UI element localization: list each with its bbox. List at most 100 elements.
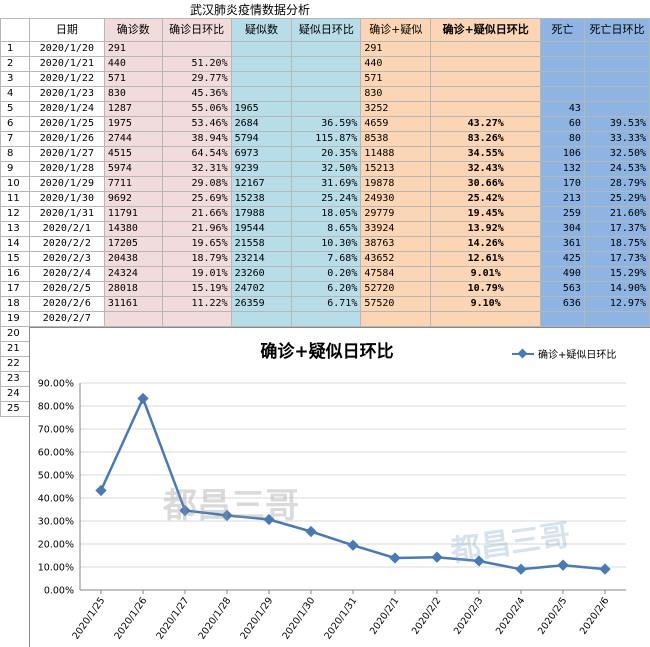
table-cell[interactable]: 32.43% xyxy=(430,161,542,177)
table-cell[interactable]: 2020/1/23 xyxy=(28,86,105,102)
table-cell[interactable]: 28.79% xyxy=(583,176,650,192)
table-cell[interactable] xyxy=(291,41,362,57)
table-cell[interactable]: 28018 xyxy=(103,281,163,297)
table-cell[interactable]: 7711 xyxy=(103,176,163,192)
table-cell[interactable]: 17.73% xyxy=(583,251,650,267)
table-cell[interactable] xyxy=(291,56,362,72)
row-number[interactable]: 19 xyxy=(0,311,30,327)
table-cell[interactable]: 25.24% xyxy=(291,191,362,207)
row-number[interactable]: 11 xyxy=(0,191,30,207)
table-cell[interactable]: 9.10% xyxy=(430,296,542,312)
table-cell[interactable]: 6.71% xyxy=(291,296,362,312)
column-header[interactable]: 确诊数 xyxy=(103,18,163,42)
table-cell[interactable]: 2020/1/20 xyxy=(28,41,105,57)
table-cell[interactable] xyxy=(430,71,542,87)
table-cell[interactable]: 30.66% xyxy=(430,176,542,192)
table-cell[interactable]: 23214 xyxy=(230,251,293,267)
table-cell[interactable]: 18.75% xyxy=(583,236,650,252)
table-cell[interactable]: 5794 xyxy=(230,131,293,147)
table-cell[interactable]: 25.29% xyxy=(583,191,650,207)
table-cell[interactable]: 2744 xyxy=(103,131,163,147)
table-cell[interactable]: 24.53% xyxy=(583,161,650,177)
table-cell[interactable]: 2020/1/31 xyxy=(28,206,105,222)
table-cell[interactable]: 33924 xyxy=(360,221,432,237)
table-cell[interactable]: 43 xyxy=(540,101,585,117)
row-number[interactable]: 14 xyxy=(0,236,30,252)
table-cell[interactable]: 115.87% xyxy=(291,131,362,147)
table-cell[interactable]: 563 xyxy=(540,281,585,297)
table-cell[interactable] xyxy=(230,311,293,327)
table-cell[interactable]: 19544 xyxy=(230,221,293,237)
table-cell[interactable]: 2020/2/6 xyxy=(28,296,105,312)
table-cell[interactable]: 17205 xyxy=(103,236,163,252)
table-cell[interactable] xyxy=(291,71,362,87)
table-cell[interactable]: 11488 xyxy=(360,146,432,162)
table-cell[interactable]: 291 xyxy=(360,41,432,57)
table-cell[interactable]: 15213 xyxy=(360,161,432,177)
table-cell[interactable]: 830 xyxy=(103,86,163,102)
table-cell[interactable]: 7.68% xyxy=(291,251,362,267)
table-cell[interactable] xyxy=(583,101,650,117)
table-cell[interactable]: 57520 xyxy=(360,296,432,312)
table-cell[interactable]: 38.94% xyxy=(161,131,232,147)
row-number[interactable]: 6 xyxy=(0,116,30,132)
table-cell[interactable]: 425 xyxy=(540,251,585,267)
table-cell[interactable]: 31.69% xyxy=(291,176,362,192)
column-header[interactable]: 确诊+疑似 xyxy=(360,18,432,42)
table-cell[interactable]: 132 xyxy=(540,161,585,177)
table-cell[interactable]: 43.27% xyxy=(430,116,542,132)
table-cell[interactable] xyxy=(430,41,542,57)
table-cell[interactable]: 11791 xyxy=(103,206,163,222)
table-cell[interactable]: 2020/2/3 xyxy=(28,251,105,267)
table-cell[interactable]: 45.36% xyxy=(161,86,232,102)
table-cell[interactable]: 20438 xyxy=(103,251,163,267)
table-cell[interactable] xyxy=(540,41,585,57)
table-cell[interactable]: 2020/2/1 xyxy=(28,221,105,237)
table-cell[interactable]: 23260 xyxy=(230,266,293,282)
table-cell[interactable]: 33.33% xyxy=(583,131,650,147)
table-cell[interactable] xyxy=(583,86,650,102)
table-cell[interactable] xyxy=(161,41,232,57)
column-header[interactable]: 死亡 xyxy=(540,18,585,42)
table-cell[interactable]: 15.29% xyxy=(583,266,650,282)
row-number[interactable]: 20 xyxy=(0,326,30,342)
row-number[interactable]: 17 xyxy=(0,281,30,297)
table-cell[interactable]: 18.05% xyxy=(291,206,362,222)
row-number[interactable]: 9 xyxy=(0,161,30,177)
table-cell[interactable]: 2020/1/26 xyxy=(28,131,105,147)
row-number[interactable]: 21 xyxy=(0,341,30,357)
row-number[interactable]: 2 xyxy=(0,56,30,72)
table-cell[interactable] xyxy=(103,311,163,327)
table-cell[interactable]: 14.90% xyxy=(583,281,650,297)
chart-area[interactable]: 确诊+疑似日环比 确诊+疑似日环比 0.00% 10.00% 20.00% 30.00% 4… xyxy=(29,327,650,647)
table-cell[interactable]: 64.54% xyxy=(161,146,232,162)
table-cell[interactable] xyxy=(583,41,650,57)
table-cell[interactable]: 2020/1/30 xyxy=(28,191,105,207)
table-cell[interactable]: 12167 xyxy=(230,176,293,192)
table-cell[interactable]: 4515 xyxy=(103,146,163,162)
table-cell[interactable] xyxy=(291,86,362,102)
table-cell[interactable]: 106 xyxy=(540,146,585,162)
table-cell[interactable]: 440 xyxy=(103,56,163,72)
table-cell[interactable]: 26359 xyxy=(230,296,293,312)
table-cell[interactable]: 2020/1/28 xyxy=(28,161,105,177)
table-cell[interactable]: 20.35% xyxy=(291,146,362,162)
table-cell[interactable]: 11.22% xyxy=(161,296,232,312)
table-cell[interactable]: 9.01% xyxy=(430,266,542,282)
column-header[interactable]: 日期 xyxy=(28,18,105,42)
table-cell[interactable]: 15238 xyxy=(230,191,293,207)
table-cell[interactable]: 21.66% xyxy=(161,206,232,222)
table-cell[interactable]: 60 xyxy=(540,116,585,132)
table-cell[interactable]: 25.42% xyxy=(430,191,542,207)
table-cell[interactable] xyxy=(230,86,293,102)
table-cell[interactable]: 9239 xyxy=(230,161,293,177)
row-number[interactable]: 10 xyxy=(0,176,30,192)
table-cell[interactable] xyxy=(540,311,585,327)
table-cell[interactable] xyxy=(230,71,293,87)
row-number[interactable]: 7 xyxy=(0,131,30,147)
table-cell[interactable] xyxy=(430,311,542,327)
table-cell[interactable] xyxy=(583,56,650,72)
row-number[interactable]: 4 xyxy=(0,86,30,102)
table-cell[interactable] xyxy=(430,101,542,117)
table-cell[interactable]: 291 xyxy=(103,41,163,57)
